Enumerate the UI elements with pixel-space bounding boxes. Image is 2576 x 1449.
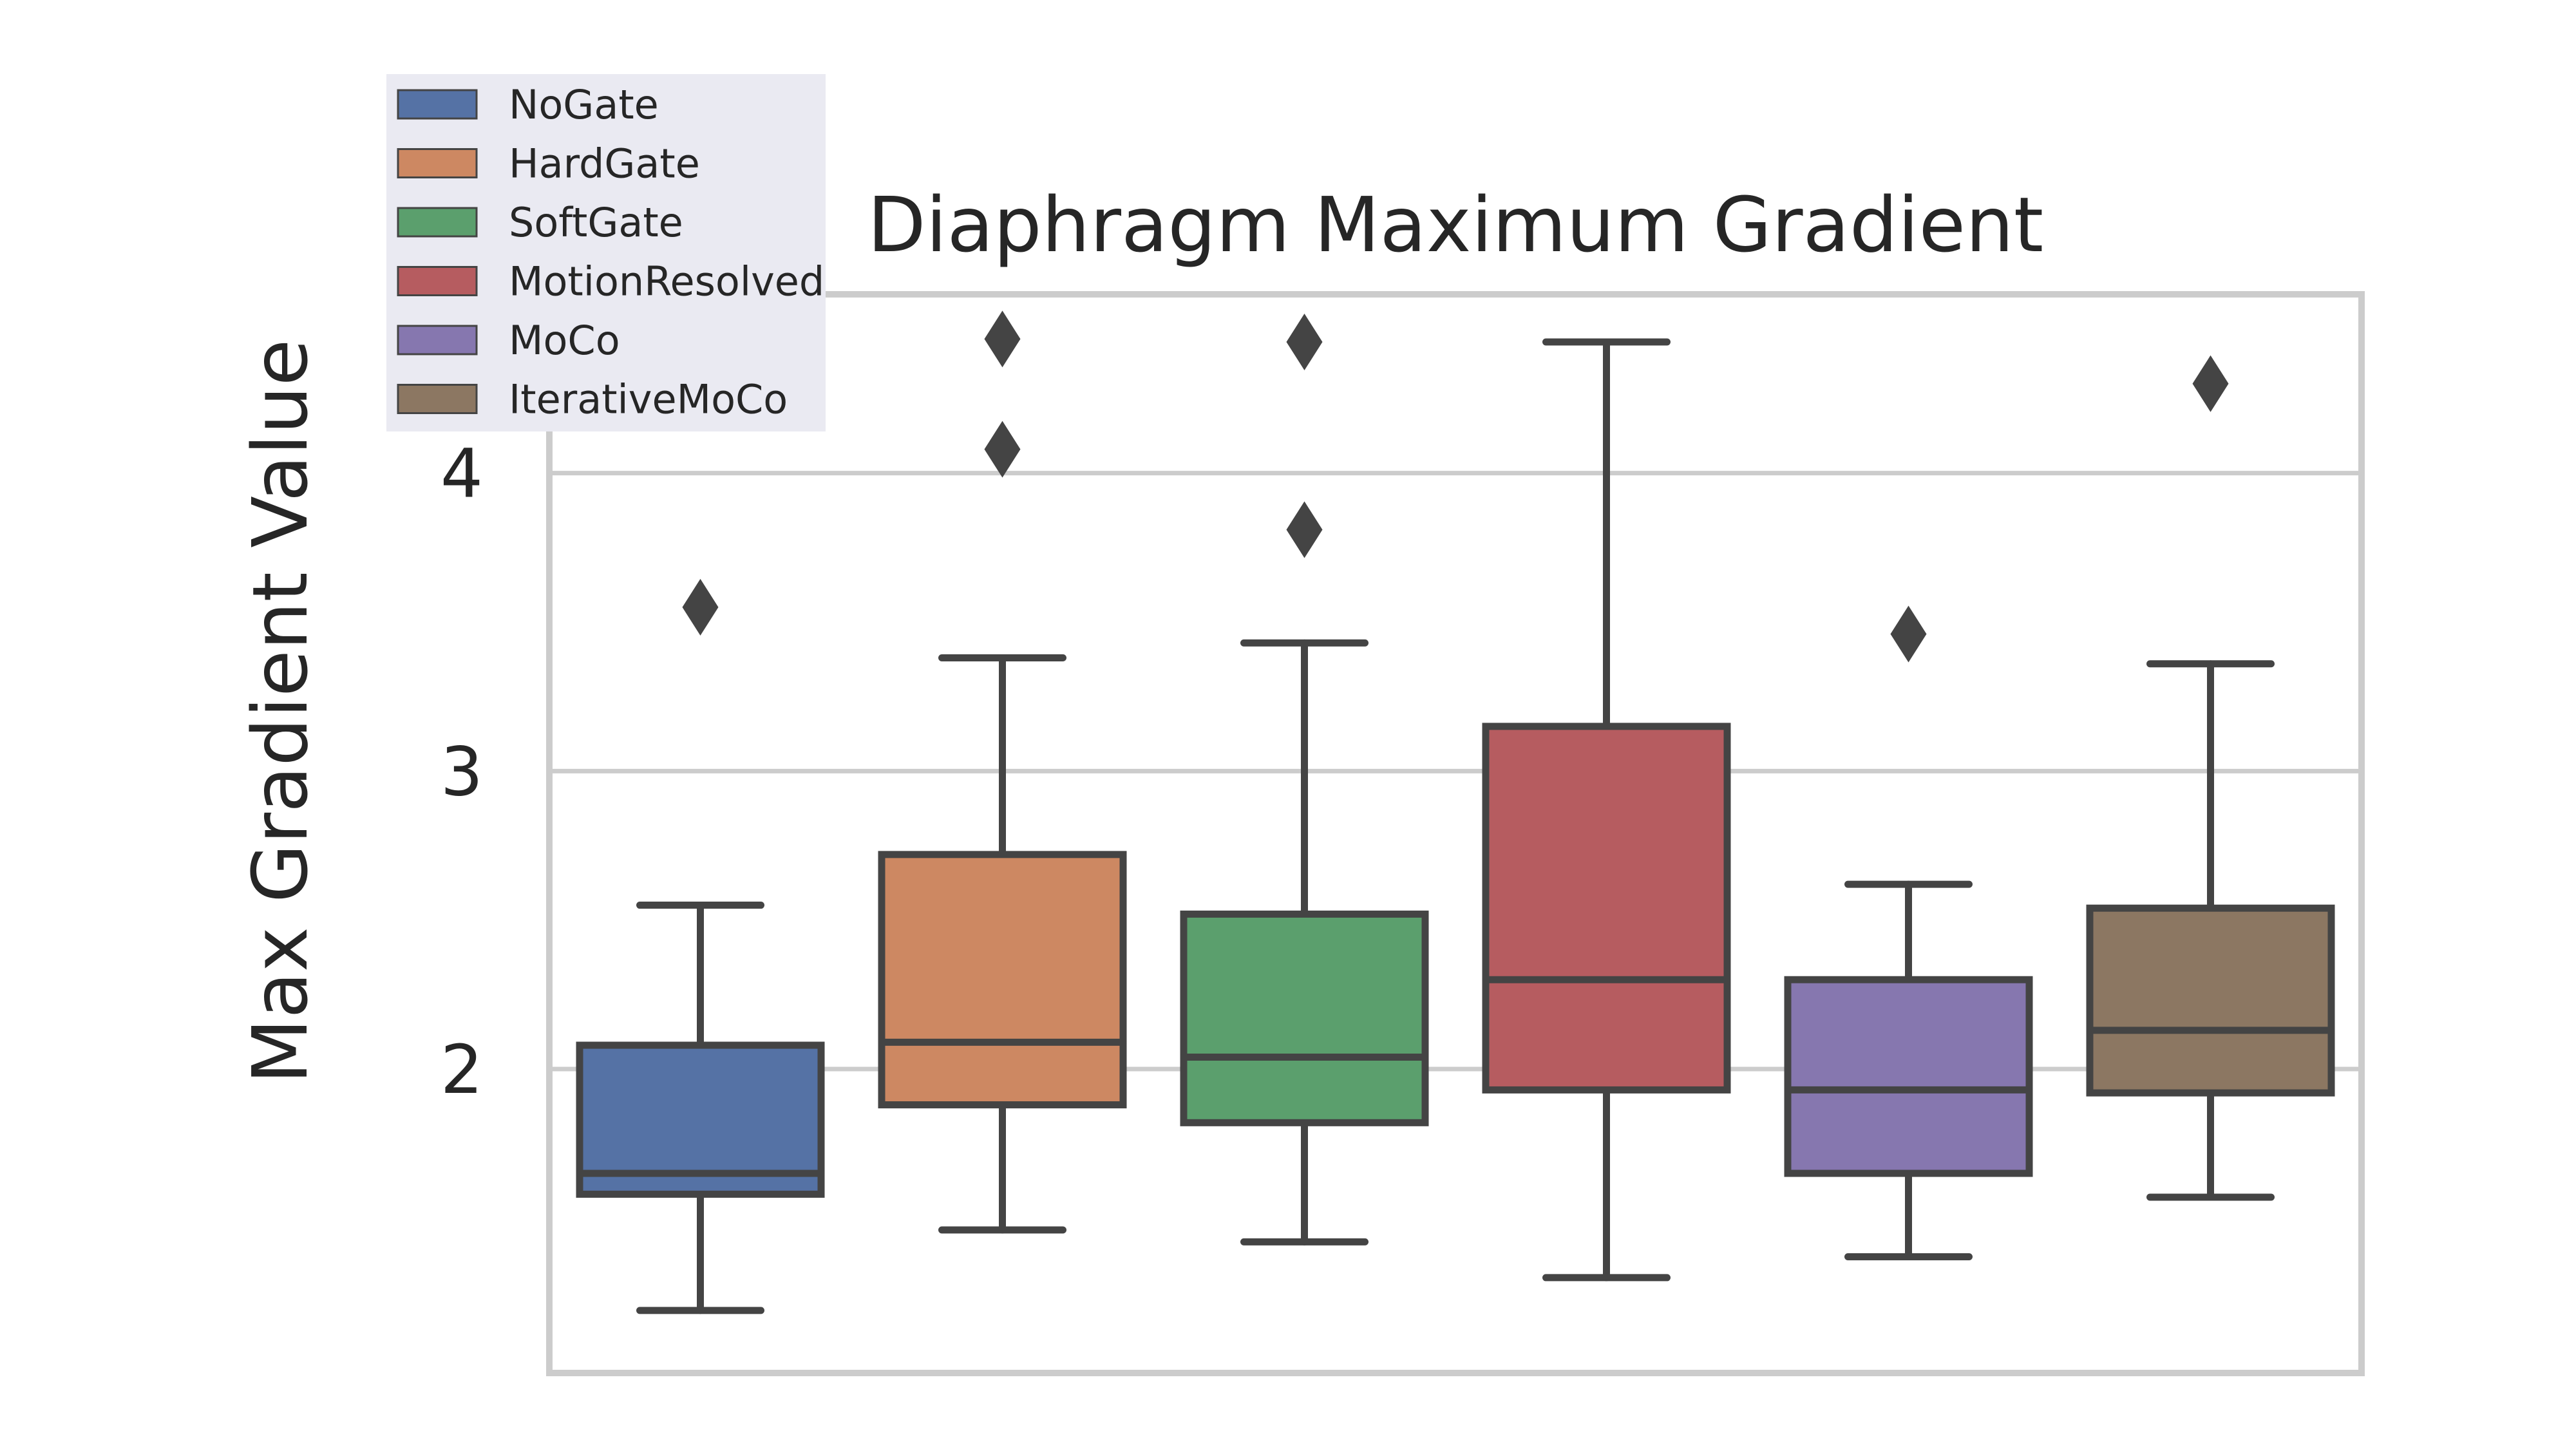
outlier-marker bbox=[984, 310, 1021, 368]
outlier-marker bbox=[1286, 314, 1323, 371]
legend-swatch bbox=[397, 89, 478, 120]
box-hardgate bbox=[878, 310, 1127, 1234]
legend-background bbox=[386, 74, 826, 431]
legend-swatch bbox=[397, 266, 478, 296]
iqr-box bbox=[576, 1041, 825, 1198]
legend-swatch bbox=[397, 207, 478, 238]
gridlines bbox=[549, 471, 2362, 1072]
outlier-marker bbox=[1890, 605, 1927, 663]
iqr-box bbox=[1180, 910, 1429, 1126]
boxes bbox=[576, 310, 2335, 1314]
legend-label: HardGate bbox=[509, 140, 700, 187]
y-tick-label: 4 bbox=[440, 435, 483, 513]
iqr-box bbox=[878, 851, 1127, 1109]
outlier-marker bbox=[682, 578, 719, 636]
box-iterativemoco bbox=[2086, 355, 2335, 1201]
box-moco bbox=[1784, 605, 2033, 1261]
y-axis-ticks: 2 3 4 bbox=[440, 435, 483, 1109]
legend-label: IterativeMoCo bbox=[509, 376, 788, 423]
iqr-box bbox=[1784, 976, 2033, 1177]
y-tick-label: 3 bbox=[440, 732, 483, 811]
legend-label: MotionResolved bbox=[509, 258, 824, 305]
y-tick-label: 2 bbox=[440, 1030, 483, 1109]
legend: NoGate HardGate SoftGate MotionResolved MoCo… bbox=[386, 74, 826, 431]
legend-label: NoGate bbox=[509, 81, 659, 128]
legend-swatch bbox=[397, 325, 478, 355]
iqr-box bbox=[2086, 904, 2335, 1097]
outlier-marker bbox=[984, 421, 1021, 478]
box-motionresolved bbox=[1482, 338, 1731, 1282]
y-axis-label: Max Gradient Value bbox=[236, 339, 325, 1084]
outlier-marker bbox=[1286, 501, 1323, 558]
outlier-marker bbox=[2192, 355, 2229, 412]
iqr-box bbox=[1482, 723, 1731, 1094]
legend-swatch bbox=[397, 148, 478, 178]
legend-swatch bbox=[397, 384, 478, 414]
plot-frame bbox=[546, 291, 2365, 1376]
box-nogate bbox=[576, 578, 825, 1314]
legend-label: SoftGate bbox=[509, 199, 683, 246]
box-softgate bbox=[1180, 314, 1429, 1245]
chart-title: Diaphragm Maximum Gradient bbox=[867, 180, 2043, 269]
legend-label: MoCo bbox=[509, 317, 620, 364]
